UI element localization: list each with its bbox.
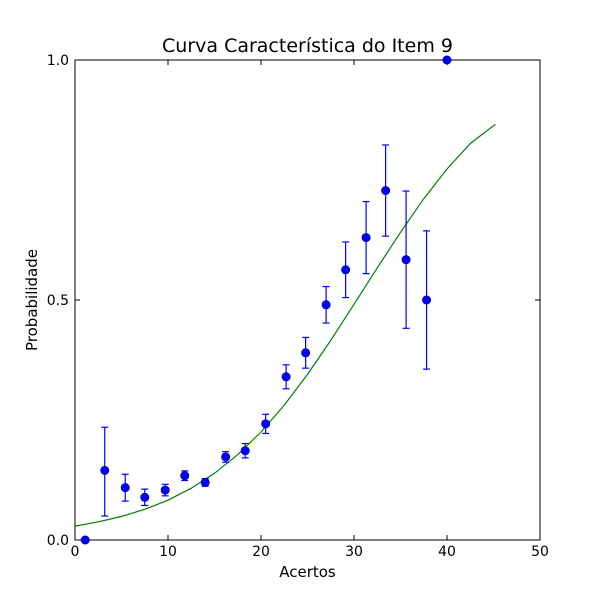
y-tick-label: 0.5 <box>47 293 69 309</box>
ticks-layer: 0 10 20 30 40 50 0.0 0.5 1.0 <box>47 53 549 560</box>
data-point <box>160 485 170 495</box>
data-point <box>221 452 231 462</box>
chart-title: Curva Característica do Item 9 <box>162 35 453 57</box>
data-point <box>321 300 331 310</box>
y-axis-label: Probabilidade <box>23 249 41 351</box>
plot-area <box>74 59 541 541</box>
x-tick-label: 0 <box>71 544 80 560</box>
data-point <box>381 186 391 196</box>
y-tick-label: 1.0 <box>47 53 69 69</box>
data-point <box>180 471 190 481</box>
y-tick-label: 0.0 <box>47 533 69 549</box>
data-point <box>341 265 351 275</box>
x-tick-label: 50 <box>531 544 549 560</box>
points-layer <box>80 55 452 545</box>
data-point <box>361 233 371 243</box>
x-axis-label: Acertos <box>279 563 336 581</box>
x-tick-label: 30 <box>345 544 363 560</box>
x-tick-label: 20 <box>252 544 270 560</box>
data-point <box>100 465 110 475</box>
data-point <box>401 255 411 265</box>
data-point <box>140 492 150 502</box>
data-point <box>301 348 311 358</box>
curve-layer <box>74 123 496 527</box>
data-point <box>240 446 250 456</box>
data-point <box>80 535 90 545</box>
data-point <box>200 477 210 487</box>
data-point <box>422 295 432 305</box>
axes-frame <box>74 59 541 541</box>
data-point <box>442 55 452 65</box>
data-point <box>261 419 271 429</box>
x-tick-label: 40 <box>438 544 456 560</box>
data-point <box>120 483 130 493</box>
fitted-curve-line <box>74 123 496 527</box>
data-point <box>281 372 291 382</box>
x-tick-label: 10 <box>159 544 177 560</box>
